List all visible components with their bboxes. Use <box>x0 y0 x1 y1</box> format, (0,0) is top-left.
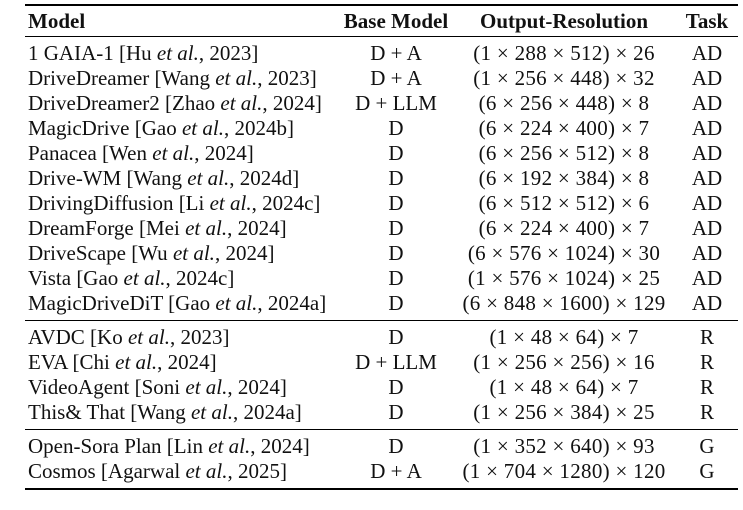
col-header-task: Task <box>676 5 738 37</box>
header-row: Model Base Model Output-Resolution Task <box>25 5 738 37</box>
task-cell: AD <box>691 266 723 290</box>
output-resolution-cell: (6 × 848 × 1600) × 129 <box>462 291 666 315</box>
task-cell: R <box>699 375 714 399</box>
task-cell: AD <box>691 216 723 240</box>
table-row: VideoAgent [Soni et al., 2024] D (1 × 48 ×… <box>25 375 738 400</box>
table-row: DreamForge [Mei et al., 2024] D (6 × 224 ×… <box>25 216 738 241</box>
task-cell: AD <box>691 241 723 265</box>
table-row: Vista [Gao et al., 2024c] D (1 × 576 × 102… <box>25 266 738 291</box>
model-cell: DriveDreamer [Wang et al., 2023] <box>28 66 317 90</box>
model-cell: Vista [Gao et al., 2024c] <box>28 266 235 290</box>
model-cell: DriveDreamer2 [Zhao et al., 2024] <box>28 91 322 115</box>
task-cell: AD <box>691 166 723 190</box>
model-cell: MagicDriveDiT [Gao et al., 2024a] <box>28 291 327 315</box>
task-cell: R <box>699 400 714 424</box>
col-header-base-model: Base Model <box>340 5 452 37</box>
base-model-cell: D <box>388 116 404 140</box>
output-resolution-cell: (6 × 512 × 512) × 6 <box>478 191 650 215</box>
base-model-cell: D + A <box>370 66 422 90</box>
table-row: MagicDriveDiT [Gao et al., 2024a] D (6 × 8… <box>25 291 738 321</box>
output-resolution-cell: (6 × 224 × 400) × 7 <box>478 216 650 240</box>
table-row: DrivingDiffusion [Li et al., 2024c] D (6 ×… <box>25 191 738 216</box>
output-resolution-cell: (1 × 256 × 384) × 25 <box>473 400 655 424</box>
table-section-robotics: AVDC [Ko et al., 2023] D (1 × 48 × 64) × 7… <box>25 320 738 430</box>
table-row: DriveScape [Wu et al., 2024] D (6 × 576 × … <box>25 241 738 266</box>
task-cell: G <box>699 434 715 458</box>
task-cell: AD <box>691 191 723 215</box>
output-resolution-cell: (1 × 576 × 1024) × 25 <box>467 266 661 290</box>
output-resolution-cell: (1 × 256 × 256) × 16 <box>473 350 655 374</box>
task-cell: R <box>699 350 714 374</box>
base-model-cell: D <box>388 141 404 165</box>
task-cell: R <box>699 325 714 349</box>
base-model-cell: D <box>388 191 404 215</box>
task-cell: G <box>699 459 715 483</box>
model-cell: DrivingDiffusion [Li et al., 2024c] <box>28 191 321 215</box>
task-cell: AD <box>691 66 723 90</box>
model-cell: DreamForge [Mei et al., 2024] <box>28 216 287 240</box>
table-row: 1 GAIA-1 [Hu et al., 2023] D + A (1 × 288 … <box>25 37 738 67</box>
model-cell: VideoAgent [Soni et al., 2024] <box>28 375 287 399</box>
output-resolution-cell: (6 × 224 × 400) × 7 <box>478 116 650 140</box>
model-cell: EVA [Chi et al., 2024] <box>28 350 217 374</box>
base-model-cell: D <box>388 325 404 349</box>
base-model-cell: D + A <box>370 41 422 65</box>
task-cell: AD <box>691 116 723 140</box>
base-model-cell: D <box>388 434 404 458</box>
table-section-autonomous-driving: 1 GAIA-1 [Hu et al., 2023] D + A (1 × 288 … <box>25 37 738 321</box>
model-comparison-table: Model Base Model Output-Resolution Task … <box>25 4 738 490</box>
table-header: Model Base Model Output-Resolution Task <box>25 5 738 37</box>
model-cell: Cosmos [Agarwal et al., 2025] <box>28 459 287 483</box>
table-row: Open-Sora Plan [Lin et al., 2024] D (1 × 3… <box>25 430 738 460</box>
model-cell: Open-Sora Plan [Lin et al., 2024] <box>28 434 310 458</box>
base-model-cell: D + A <box>370 459 422 483</box>
base-model-cell: D <box>388 266 404 290</box>
base-model-cell: D <box>388 375 404 399</box>
model-cell: AVDC [Ko et al., 2023] <box>28 325 230 349</box>
model-cell: 1 GAIA-1 [Hu et al., 2023] <box>28 41 259 65</box>
task-cell: AD <box>691 141 723 165</box>
base-model-cell: D + LLM <box>355 350 437 374</box>
base-model-cell: D <box>388 291 404 315</box>
table-row: EVA [Chi et al., 2024] D + LLM (1 × 256 × … <box>25 350 738 375</box>
model-cell: This& That [Wang et al., 2024a] <box>28 400 302 424</box>
table-row: DriveDreamer [Wang et al., 2023] D + A (1 … <box>25 66 738 91</box>
base-model-cell: D <box>388 166 404 190</box>
output-resolution-cell: (1 × 48 × 64) × 7 <box>489 325 639 349</box>
table-row: This& That [Wang et al., 2024a] D (1 × 256… <box>25 400 738 430</box>
model-cell: Panacea [Wen et al., 2024] <box>28 141 254 165</box>
base-model-cell: D <box>388 241 404 265</box>
base-model-cell: D <box>388 216 404 240</box>
table-section-general: Open-Sora Plan [Lin et al., 2024] D (1 × 3… <box>25 429 738 490</box>
task-cell: AD <box>691 91 723 115</box>
task-cell: AD <box>691 41 723 65</box>
table-row: DriveDreamer2 [Zhao et al., 2024] D + LLM… <box>25 91 738 116</box>
output-resolution-cell: (6 × 256 × 448) × 8 <box>478 91 650 115</box>
output-resolution-cell: (6 × 256 × 512) × 8 <box>478 141 650 165</box>
table-row: Cosmos [Agarwal et al., 2025] D + A (1 × 7… <box>25 459 738 489</box>
table-row: Drive-WM [Wang et al., 2024d] D (6 × 192 ×… <box>25 166 738 191</box>
col-header-output-resolution: Output-Resolution <box>452 5 676 37</box>
model-cell: MagicDrive [Gao et al., 2024b] <box>28 116 294 140</box>
model-cell: DriveScape [Wu et al., 2024] <box>28 241 275 265</box>
output-resolution-cell: (1 × 704 × 1280) × 120 <box>462 459 666 483</box>
output-resolution-cell: (1 × 288 × 512) × 26 <box>473 41 655 65</box>
output-resolution-cell: (6 × 576 × 1024) × 30 <box>467 241 661 265</box>
table-row: Panacea [Wen et al., 2024] D (6 × 256 × 51… <box>25 141 738 166</box>
output-resolution-cell: (1 × 256 × 448) × 32 <box>473 66 655 90</box>
base-model-cell: D + LLM <box>355 91 437 115</box>
table-row: AVDC [Ko et al., 2023] D (1 × 48 × 64) × 7… <box>25 321 738 351</box>
output-resolution-cell: (1 × 352 × 640) × 93 <box>473 434 655 458</box>
col-header-model: Model <box>25 5 340 37</box>
output-resolution-cell: (6 × 192 × 384) × 8 <box>478 166 650 190</box>
task-cell: AD <box>691 291 723 315</box>
table-row: MagicDrive [Gao et al., 2024b] D (6 × 224 … <box>25 116 738 141</box>
base-model-cell: D <box>388 400 404 424</box>
output-resolution-cell: (1 × 48 × 64) × 7 <box>489 375 639 399</box>
model-cell: Drive-WM [Wang et al., 2024d] <box>28 166 300 190</box>
